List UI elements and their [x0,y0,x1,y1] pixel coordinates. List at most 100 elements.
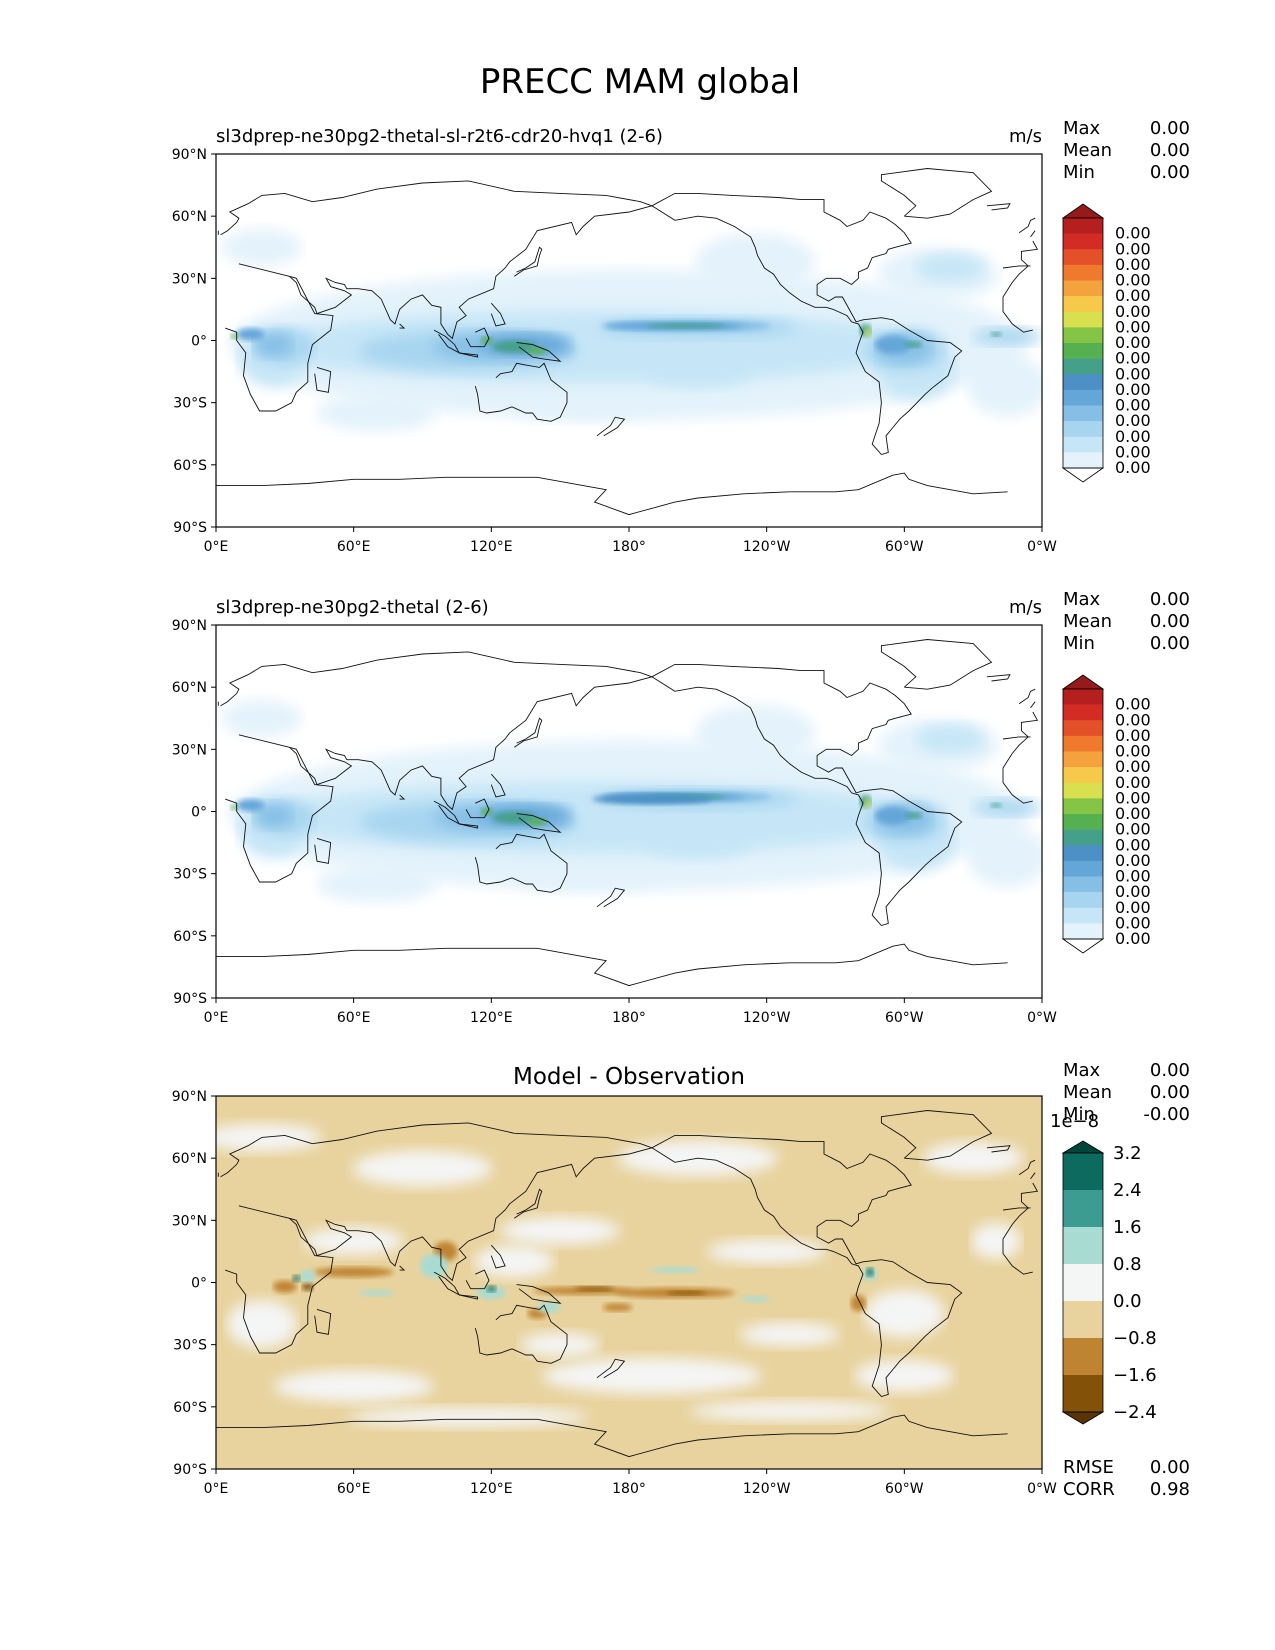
coastline [474,1304,568,1364]
colorbar-segment [1063,1153,1103,1191]
contour-blob [236,328,265,341]
colorbar-tick-label: 0.00 [1115,458,1151,477]
coastline [1018,217,1036,234]
coastline [1002,265,1031,269]
colorbar-tick-label: 0.00 [1115,380,1151,399]
coastline [490,302,506,327]
colorbar-tick-label: −1.6 [1113,1365,1157,1386]
coastline [314,366,332,393]
contour-blob [591,794,712,805]
stat-value: -0.00 [1143,1104,1190,1125]
contour-blob [480,337,493,344]
lat-tick-label: 60°N [172,1151,207,1167]
stat-value: 0.00 [1150,162,1190,183]
colorbar-tick-label: 0.00 [1115,695,1151,714]
diff-contour-positive-strong [865,1268,874,1277]
contour-blob [972,328,1042,345]
coastline [433,1271,461,1297]
contour-blob [253,332,294,357]
lon-tick-label: 180° [612,1481,646,1497]
colorbar-tick-label: −2.4 [1113,1402,1157,1423]
contour-blob [527,818,548,826]
colorbar-segment [1063,249,1103,266]
diff-contour-negative-strong [666,1290,707,1295]
lat-tick-label: 60°S [173,458,207,474]
colorbar-tick-label: 0.00 [1115,396,1151,415]
lat-tick-label: 30°S [173,1338,207,1354]
contour-blob [695,233,816,290]
coastline [651,192,963,456]
diff-contour-neutral [971,1223,1022,1260]
contour-blob [972,799,1042,816]
coastline [465,1269,490,1290]
contour-blob [904,812,923,819]
diff-contour-neutral [500,1216,621,1245]
lat-tick-label: 90°N [172,147,207,163]
colorbar-segment [1063,436,1103,453]
stat-label: Mean [1063,1082,1112,1103]
diff-contour-positive [740,1296,771,1303]
diff-contour-neutral [923,1142,1024,1175]
colorbar-segment [1063,264,1103,281]
panel-test: sl3dprep-ne30pg2-thetal-sl-r2t6-cdr20-hv… [172,118,1190,555]
lon-tick-label: 180° [612,1010,646,1026]
diff-contour-neutral [854,1359,955,1392]
lon-tick-label: 0°W [1027,1010,1057,1026]
coastline [651,1134,963,1398]
contour-blob [915,724,986,753]
colorbar-segment [1063,689,1103,705]
diff-contour-neutral [273,1370,434,1403]
colorbar-segment [1063,860,1103,877]
colorbar-tick-label: 0.00 [1115,757,1151,776]
colorbar-extend-bottom [1061,467,1105,483]
lat-tick-label: 90°S [173,1462,207,1478]
coastline [1018,688,1036,705]
colorbar-tick-label: 0.00 [1115,224,1151,243]
contour-blob [221,700,302,737]
lon-tick-label: 0°E [204,539,229,555]
diff-contour-neutral [303,1227,404,1256]
coastline [220,651,654,811]
coastline [474,362,568,422]
colorbar-tick-label: 0.8 [1113,1254,1142,1275]
colorbar-tick-label: 0.00 [1115,898,1151,917]
colorbar-tick-label: 0.0 [1113,1291,1142,1312]
diff-contour-neutral [541,1357,762,1394]
coastline [986,203,1011,211]
colorbar-segment [1063,280,1103,297]
lon-tick-label: 60°E [337,539,371,555]
colorbar-segment [1063,751,1103,768]
contour-blob [990,803,1003,808]
colorbar-frame [1062,688,1104,940]
colorbar-segment [1063,343,1103,359]
contour-blob [990,332,1003,337]
lon-tick-label: 120°E [470,539,513,555]
coastline [314,837,332,864]
contour-blob [864,798,871,809]
coastline [433,329,461,355]
panel-units: m/s [1009,126,1042,147]
lat-tick-label: 90°N [172,1089,207,1105]
coastline [225,263,334,412]
lon-tick-label: 120°W [743,1010,791,1026]
diff-contour-positive [419,1253,448,1278]
panel-title: sl3dprep-ne30pg2-thetal-sl-r2t6-cdr20-hv… [216,126,663,147]
colorbar-tick-label: 0.00 [1115,929,1151,948]
contour-blob [480,808,493,815]
coastline [651,663,963,927]
diff-contour-negative [313,1267,394,1278]
colorbar-segment [1063,218,1103,234]
coastline [399,794,406,800]
diff-contour-positive [536,1302,561,1313]
diff-contour-positive [649,1267,700,1274]
lon-tick-label: 60°W [885,1010,924,1026]
map-field [216,154,1042,527]
stat-value: 0.00 [1150,1060,1190,1081]
contour-blob [221,229,302,266]
stat-value: 0.00 [1150,1082,1190,1103]
contour-blob [642,826,753,859]
diff-contour-positive-strong [292,1275,301,1282]
stat-value: 0.98 [1150,1479,1190,1500]
lon-tick-label: 120°E [470,1010,513,1026]
diff-contour-positive-strong [486,1285,497,1292]
